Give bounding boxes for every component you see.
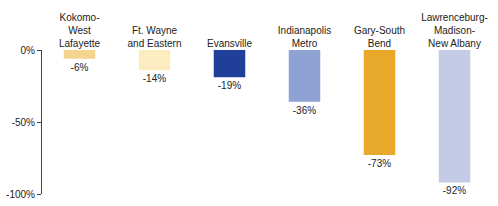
svg-text:Lawrenceburg-Madison-New Alban: Lawrenceburg-Madison-New Albany xyxy=(421,12,488,49)
svg-text:-92%: -92% xyxy=(443,185,466,196)
svg-text:0%: 0% xyxy=(21,45,36,56)
svg-text:-19%: -19% xyxy=(218,80,241,91)
svg-text:Gary-SouthBend: Gary-SouthBend xyxy=(354,25,405,49)
svg-text:Ft. Wayneand Eastern: Ft. Wayneand Eastern xyxy=(128,25,182,49)
svg-text:-73%: -73% xyxy=(368,158,391,169)
svg-text:IndianapolisMetro: IndianapolisMetro xyxy=(278,25,331,49)
svg-text:-14%: -14% xyxy=(143,73,166,84)
svg-text:-100%: -100% xyxy=(6,189,35,200)
svg-text:Evansville: Evansville xyxy=(207,38,252,49)
svg-text:-50%: -50% xyxy=(12,117,35,128)
svg-text:Kokomo-WestLafayette: Kokomo-WestLafayette xyxy=(59,12,101,49)
svg-text:-36%: -36% xyxy=(293,105,316,116)
svg-text:-6%: -6% xyxy=(71,62,89,73)
